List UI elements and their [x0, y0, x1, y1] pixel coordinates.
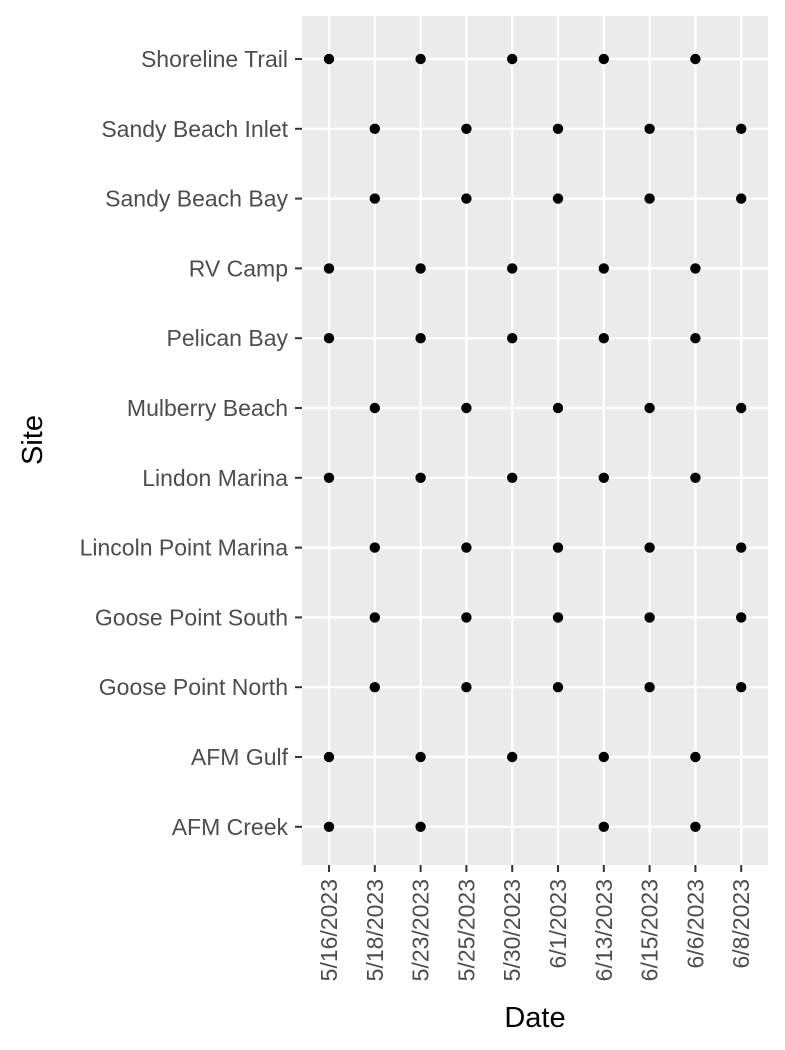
- y-tick-label: Mulberry Beach: [127, 395, 288, 421]
- data-point: [369, 682, 380, 693]
- data-point: [323, 472, 335, 483]
- data-point: [690, 263, 701, 274]
- y-tick-label: Lincoln Point Marina: [80, 535, 289, 561]
- data-point: [323, 333, 335, 344]
- y-tick-label: RV Camp: [189, 255, 288, 281]
- data-point: [690, 821, 701, 832]
- data-point: [736, 123, 747, 134]
- data-point: [552, 123, 564, 134]
- data-point: [461, 193, 472, 204]
- x-tick-label: 6/15/2023: [637, 879, 663, 981]
- y-tick-label: AFM Gulf: [191, 744, 289, 770]
- data-point: [507, 263, 518, 274]
- data-point: [598, 751, 609, 763]
- data-point: [461, 402, 472, 414]
- data-point: [552, 612, 564, 623]
- data-point: [598, 472, 609, 483]
- data-point: [415, 333, 426, 344]
- x-tick-label: 5/23/2023: [408, 879, 434, 981]
- data-point: [507, 751, 518, 763]
- y-tick-label: Goose Point North: [99, 674, 288, 700]
- data-point: [552, 682, 564, 693]
- data-point: [461, 542, 472, 553]
- x-tick-label: 5/30/2023: [499, 879, 525, 981]
- data-point: [369, 193, 380, 204]
- y-tick-label: Shoreline Trail: [141, 46, 288, 72]
- data-point: [552, 542, 564, 553]
- data-point: [644, 193, 655, 204]
- data-point: [644, 402, 655, 414]
- data-point: [507, 333, 518, 344]
- data-point: [323, 263, 335, 274]
- data-point: [323, 751, 335, 763]
- y-tick-label: Lindon Marina: [142, 465, 288, 491]
- x-axis: 5/16/2023 5/18/2023 5/23/2023 5/25/2023 5/30…: [316, 865, 754, 981]
- data-point: [323, 821, 335, 832]
- y-tick-label: Goose Point South: [95, 604, 288, 630]
- data-point: [507, 472, 518, 483]
- data-point: [598, 263, 609, 274]
- y-tick-label: Sandy Beach Inlet: [101, 116, 288, 142]
- x-tick-label: 6/13/2023: [591, 879, 617, 981]
- data-point: [644, 682, 655, 693]
- data-point: [736, 682, 747, 693]
- data-point: [415, 472, 426, 483]
- data-point: [644, 123, 655, 134]
- data-point: [415, 751, 426, 763]
- data-point: [690, 751, 701, 763]
- x-tick-label: 5/25/2023: [453, 879, 479, 981]
- data-point: [461, 123, 472, 134]
- data-point: [323, 53, 335, 65]
- data-point: [369, 402, 380, 414]
- y-axis: AFM Creek AFM Gulf Goose Point North Goose …: [80, 46, 302, 840]
- data-point: [461, 682, 472, 693]
- data-point: [598, 333, 609, 344]
- y-tick-label: AFM Creek: [172, 814, 289, 840]
- data-point: [552, 402, 564, 414]
- data-point: [736, 193, 747, 204]
- data-point: [690, 53, 701, 65]
- data-point: [369, 123, 380, 134]
- y-tick-label: Sandy Beach Bay: [105, 186, 288, 212]
- data-point: [690, 333, 701, 344]
- x-tick-label: 6/8/2023: [728, 879, 754, 969]
- data-point: [736, 542, 747, 553]
- y-axis-title: Site: [17, 415, 49, 465]
- data-point: [644, 612, 655, 623]
- plot-panel: [302, 16, 768, 865]
- x-tick-label: 5/16/2023: [316, 879, 342, 981]
- data-point: [644, 542, 655, 553]
- data-point: [369, 612, 380, 623]
- data-point: [415, 821, 426, 832]
- data-point: [369, 542, 380, 553]
- data-point: [552, 193, 564, 204]
- data-point: [415, 53, 426, 65]
- x-tick-label: 6/1/2023: [545, 879, 571, 969]
- data-point: [598, 821, 609, 832]
- data-point: [461, 612, 472, 623]
- data-point: [736, 402, 747, 414]
- data-point: [415, 263, 426, 274]
- data-points: [323, 53, 747, 832]
- x-axis-title: Date: [504, 1002, 565, 1034]
- x-tick-label: 6/6/2023: [682, 879, 708, 969]
- x-tick-label: 5/18/2023: [362, 879, 388, 981]
- data-point: [598, 53, 609, 65]
- data-point: [507, 53, 518, 65]
- data-point: [736, 612, 747, 623]
- data-point: [690, 472, 701, 483]
- y-tick-label: Pelican Bay: [167, 325, 289, 351]
